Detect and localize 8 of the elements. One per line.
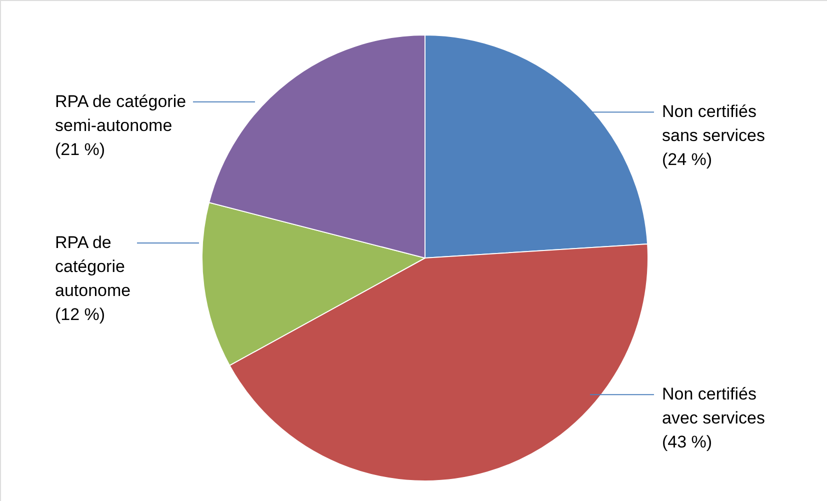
data-label: (43 %) bbox=[662, 432, 712, 452]
slice-label: RPA de catégorie autonome bbox=[55, 232, 131, 300]
slice-label: Non certifiés avec services bbox=[662, 384, 765, 428]
slice-label: RPA de catégorie semi-autonome bbox=[55, 92, 186, 135]
slice-label: Non certifiés sans services bbox=[662, 102, 765, 146]
data-label: (24 %) bbox=[662, 150, 712, 170]
data-label: (21 %) bbox=[55, 140, 106, 159]
data-label: (12 %) bbox=[55, 304, 106, 324]
